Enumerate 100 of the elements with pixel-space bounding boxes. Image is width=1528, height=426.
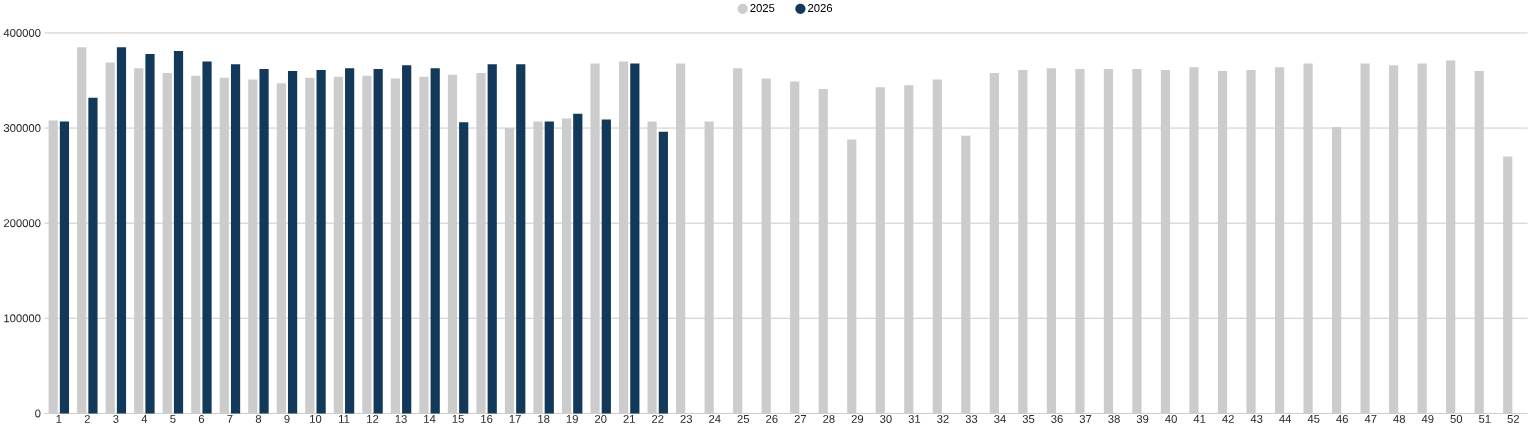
bar xyxy=(1474,70,1484,414)
bar xyxy=(305,77,315,414)
bar xyxy=(647,121,657,414)
bar xyxy=(1103,68,1114,414)
bar xyxy=(219,77,229,414)
x-tick-label: 30 xyxy=(880,414,892,423)
x-tick-label: 45 xyxy=(1307,414,1320,423)
bar xyxy=(932,79,942,414)
x-tick-label: 32 xyxy=(937,414,949,423)
x-tick-label: 6 xyxy=(198,414,205,423)
bar xyxy=(402,65,412,414)
y-tick-label: 100000 xyxy=(4,314,41,323)
bar xyxy=(345,67,355,414)
bar xyxy=(487,64,497,414)
x-tick-label: 2 xyxy=(84,414,90,423)
bar xyxy=(618,61,629,414)
x-tick-label: 29 xyxy=(851,414,864,423)
x-tick-label: 34 xyxy=(994,414,1006,423)
bar xyxy=(658,131,668,414)
bar xyxy=(162,72,172,414)
x-tick-label: 15 xyxy=(452,414,464,423)
x-tick-label: 16 xyxy=(481,414,493,423)
bar xyxy=(191,75,201,414)
bar xyxy=(573,113,583,414)
bar xyxy=(419,76,429,414)
bar xyxy=(904,85,914,414)
x-tick-label: 31 xyxy=(908,414,921,423)
y-tick-label: 400000 xyxy=(3,28,41,37)
bar xyxy=(1389,65,1399,414)
bar xyxy=(1160,69,1171,414)
bar xyxy=(430,67,440,414)
x-tick-label: 21 xyxy=(623,414,635,423)
x-tick-label: 43 xyxy=(1250,414,1263,423)
bar xyxy=(1189,67,1199,414)
x-tick-label: 46 xyxy=(1336,414,1348,423)
bar xyxy=(145,53,155,414)
bar xyxy=(761,78,771,414)
bar xyxy=(590,63,600,414)
x-tick-label: 5 xyxy=(170,414,176,423)
x-tick-label: 11 xyxy=(339,414,350,423)
x-tick-label: 35 xyxy=(1022,414,1035,423)
x-tick-label: 38 xyxy=(1108,414,1120,423)
y-tick-label: 200000 xyxy=(3,219,41,227)
x-tick-label: 39 xyxy=(1136,414,1149,423)
bar xyxy=(88,97,98,414)
x-tick-label: 10 xyxy=(310,414,322,423)
bar xyxy=(1503,156,1513,414)
bar xyxy=(1046,67,1056,414)
bar xyxy=(173,50,184,414)
bar xyxy=(989,72,999,414)
bar xyxy=(676,63,686,414)
bar xyxy=(390,78,401,414)
bar xyxy=(790,81,800,414)
x-tick-label: 17 xyxy=(509,414,521,423)
bar xyxy=(1132,68,1142,414)
bar xyxy=(1331,126,1342,414)
bar xyxy=(1274,67,1285,414)
bar xyxy=(504,127,515,414)
bar xyxy=(230,64,241,414)
bar xyxy=(134,67,144,414)
x-tick-label: 50 xyxy=(1450,414,1463,423)
bar xyxy=(1303,63,1313,414)
x-tick-label: 22 xyxy=(652,414,664,423)
x-tick-label: 37 xyxy=(1079,414,1092,423)
bar xyxy=(1417,63,1427,414)
bar xyxy=(116,47,127,414)
x-tick-label: 44 xyxy=(1279,414,1292,423)
legend-label: 2026 xyxy=(808,3,833,12)
x-tick-label: 14 xyxy=(424,414,436,423)
x-tick-label: 1 xyxy=(56,414,62,423)
bar xyxy=(1018,69,1028,414)
bar xyxy=(287,70,298,414)
x-tick-label: 49 xyxy=(1421,414,1434,423)
bar xyxy=(875,87,885,414)
x-tick-label: 19 xyxy=(566,414,578,423)
bar xyxy=(961,135,971,414)
bar xyxy=(1446,60,1456,414)
bar xyxy=(533,121,543,414)
bar xyxy=(1075,68,1085,414)
bar xyxy=(733,67,743,414)
bar xyxy=(1360,63,1370,414)
x-tick-label: 7 xyxy=(227,414,233,423)
x-tick-label: 36 xyxy=(1051,414,1063,423)
bar xyxy=(447,74,458,414)
y-tick-label: 300000 xyxy=(3,123,41,132)
x-tick-label: 24 xyxy=(709,414,721,423)
bar xyxy=(1246,69,1256,414)
bar xyxy=(333,76,343,414)
x-tick-label: 26 xyxy=(766,414,778,423)
bar xyxy=(248,79,258,414)
x-tick-label: 9 xyxy=(284,414,290,423)
x-tick-label: 3 xyxy=(113,414,119,423)
bar xyxy=(59,121,70,414)
bar xyxy=(459,122,469,414)
bar xyxy=(818,88,828,414)
bar xyxy=(847,139,857,414)
bar xyxy=(544,121,554,414)
x-tick-label: 42 xyxy=(1222,414,1234,423)
bar xyxy=(630,63,640,414)
x-tick-label: 8 xyxy=(255,414,262,423)
